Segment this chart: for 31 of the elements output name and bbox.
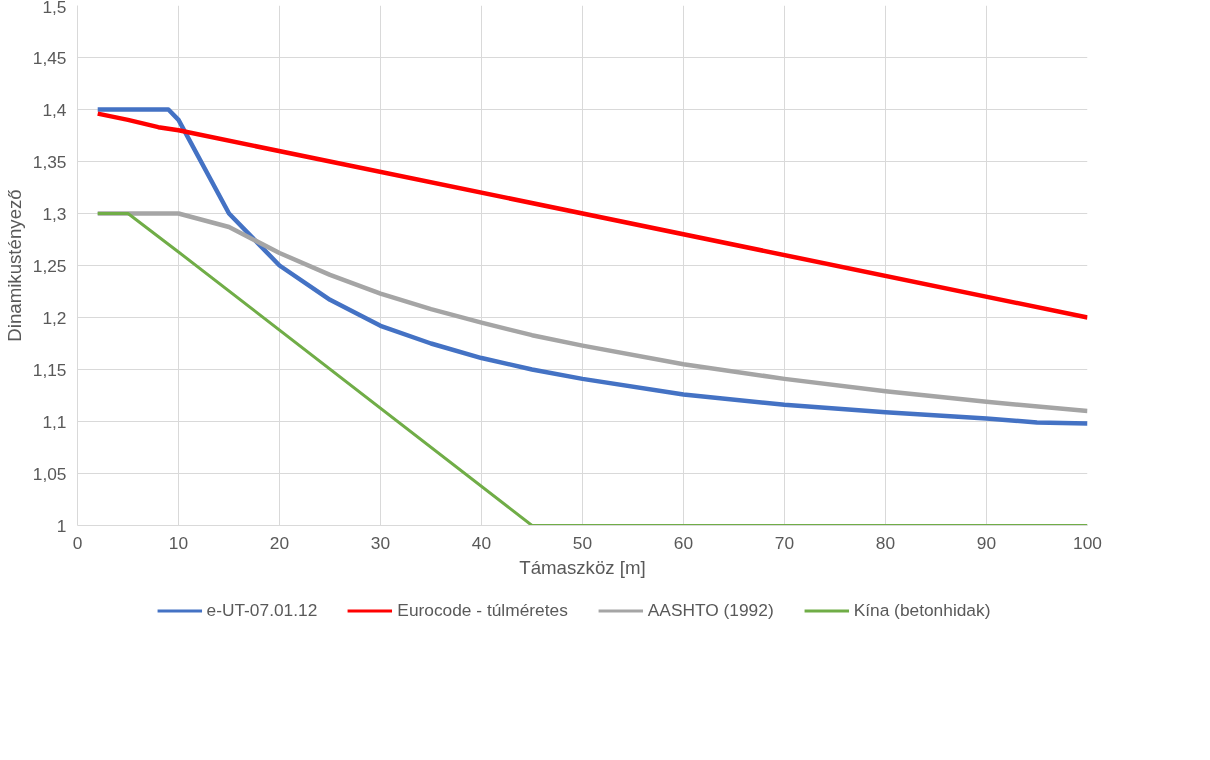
legend-label: Eurocode - túlméretes [397,599,568,621]
x-tick-label: 60 [673,532,694,553]
y-tick-label: 1,35 [32,151,67,172]
y-axis-title: Dinamikustényező [3,189,25,342]
y-tick-label: 1,4 [42,99,67,120]
x-tick-label: 70 [774,532,795,553]
y-tick-label: 1,05 [32,463,67,484]
x-tick-label: 100 [1073,532,1102,553]
x-tick-label: 50 [572,532,593,553]
y-tick-label: 1 [56,515,67,536]
y-tick-label: 1,3 [42,203,67,224]
legend-label: AASHTO (1992) [647,599,774,621]
x-tick-label: 80 [875,532,896,553]
y-tick-label: 1,5 [42,0,67,17]
x-tick-label: 90 [976,532,997,553]
x-tick-label: 20 [269,532,290,553]
y-tick-label: 1,2 [42,307,67,328]
y-tick-label: 1,1 [42,411,67,432]
line-series [95,107,1088,426]
y-tick-label: 1,45 [32,47,67,68]
x-tick-label: 40 [471,532,492,553]
x-tick-label: 30 [370,532,391,553]
x-axis-title: Támaszköz [m] [519,556,646,578]
x-tick-label: 10 [168,532,189,553]
x-tick-label: 0 [72,532,83,553]
legend-label: e-UT-07.01.12 [206,599,318,621]
y-tick-label: 1,15 [32,359,67,380]
line-series [95,211,1088,414]
legend-label: Kína (betonhidak) [853,599,991,621]
y-tick-label: 1,25 [32,255,67,276]
line-series [95,111,1088,320]
